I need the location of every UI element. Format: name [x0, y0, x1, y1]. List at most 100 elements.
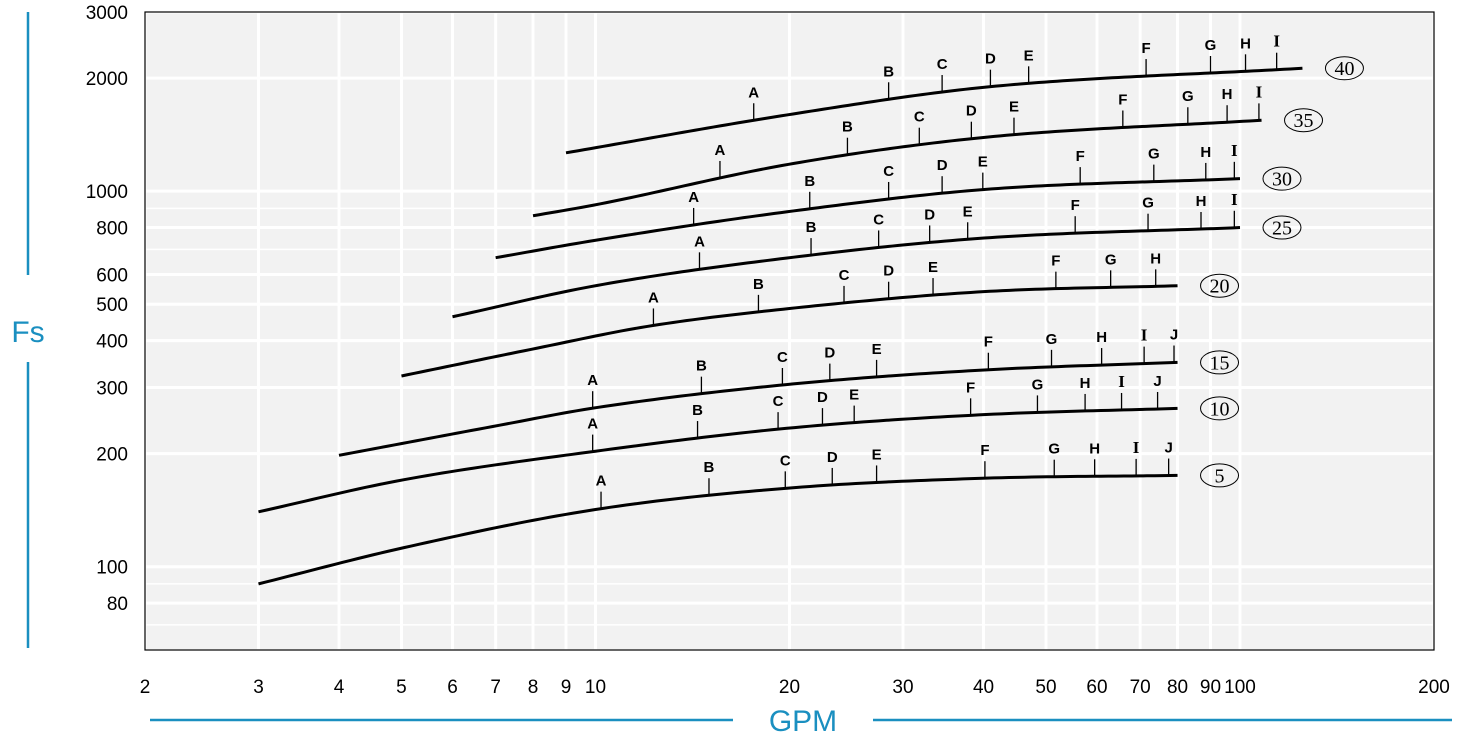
series-25-marker-label: A: [694, 233, 705, 250]
series-25-marker-label: E: [963, 203, 973, 220]
y-tick-label: 600: [96, 265, 128, 286]
series-label-circle: [1200, 396, 1240, 421]
series-5-marker-label: B: [704, 459, 715, 476]
series-curve-20: [401, 284, 1178, 378]
series-label-10: 10: [1210, 398, 1230, 420]
series-40-marker-label: I: [1273, 32, 1280, 51]
series-20-marker-label: G: [1105, 251, 1117, 268]
series-15-marker-label: C: [777, 349, 788, 366]
x-tick-labels: 2 3 4 5 6 7 8 9 10 20 30 40 50 60 70 80 90 100 200: [140, 677, 1450, 698]
series-30-marker-label: I: [1231, 141, 1238, 160]
series-label-35: 35: [1294, 110, 1314, 132]
x-tick-label: 10: [585, 677, 606, 698]
series-40-marker-label: F: [1142, 40, 1151, 57]
series-35-marker-label: G: [1182, 88, 1194, 105]
series-30-marker-label: G: [1148, 146, 1160, 163]
series-25-marker-label: B: [806, 219, 817, 236]
series-label-20: 20: [1210, 276, 1230, 298]
x-tick-label: 90: [1200, 677, 1221, 698]
series-curve-40: [565, 66, 1303, 155]
series-30-marker-label: B: [804, 173, 815, 190]
plot-frame: [144, 11, 1435, 651]
series-curves: [258, 66, 1303, 586]
x-tick-label: 200: [1418, 677, 1450, 698]
series-curve-30: [495, 177, 1241, 260]
series-30-marker-label: H: [1200, 144, 1211, 161]
series-35-marker-label: F: [1118, 92, 1127, 109]
series-label-25: 25: [1272, 218, 1292, 240]
series-5-marker-label: G: [1048, 441, 1060, 458]
series-35-marker-label: C: [914, 109, 925, 126]
series-curve-35: [532, 118, 1262, 218]
series-10-marker-label: F: [966, 379, 975, 396]
series-15-marker-label: J: [1170, 327, 1178, 344]
series-label-circle: [1262, 215, 1302, 240]
series-30-marker-label: D: [937, 157, 948, 174]
series-20-marker-label: C: [839, 267, 850, 284]
series-15-marker-label: F: [984, 334, 993, 351]
y-tick-label: 80: [107, 594, 128, 615]
series-10-marker-label: D: [817, 389, 828, 406]
series-25-marker-label: H: [1196, 193, 1207, 210]
series-markers: A B C D E F G H I J A B C D E F G H I J A B C D E F G H I J A B C D E F G H A B…: [587, 32, 1280, 509]
series-curve-15: [338, 360, 1178, 457]
series-10-marker-label: H: [1080, 375, 1091, 392]
series-labels: 5 10 15 20 25 30 35 40: [1200, 56, 1364, 488]
series-25-marker-label: F: [1071, 197, 1080, 214]
x-tick-label: 7: [490, 677, 501, 698]
series-label-15: 15: [1210, 352, 1230, 374]
series-20-marker-label: A: [648, 289, 659, 306]
y-tick-label: 2000: [86, 69, 128, 90]
x-tick-label: 100: [1224, 677, 1256, 698]
y-tick-label: 300: [96, 379, 128, 400]
series-curve-25: [452, 226, 1241, 319]
x-tick-label: 2: [140, 677, 151, 698]
series-label-40: 40: [1334, 58, 1354, 80]
series-20-marker-label: E: [928, 259, 938, 276]
x-tick-label: 60: [1086, 677, 1107, 698]
series-40-marker-label: D: [985, 51, 996, 68]
series-30-marker-label: E: [978, 154, 988, 171]
x-tick-label: 20: [779, 677, 800, 698]
series-5-marker-label: A: [596, 473, 607, 490]
series-15-marker-label: I: [1141, 326, 1148, 345]
series-10-marker-label: G: [1032, 376, 1044, 393]
series-25-marker-label: C: [873, 211, 884, 228]
series-5-marker-label: J: [1164, 440, 1172, 457]
y-tick-label: 800: [96, 219, 128, 240]
series-20-marker-label: F: [1051, 253, 1060, 270]
series-30-marker-label: C: [883, 163, 894, 180]
x-tick-label: 9: [561, 677, 572, 698]
series-10-marker-label: A: [587, 416, 598, 433]
series-40-marker-label: H: [1240, 35, 1251, 52]
series-35-marker-label: B: [842, 119, 853, 136]
series-label-circle: [1262, 166, 1302, 191]
x-tick-label: 6: [447, 677, 458, 698]
series-label-circle: [1200, 463, 1240, 488]
series-5-marker-label: F: [980, 442, 989, 459]
series-15-marker-label: H: [1096, 329, 1107, 346]
series-5-marker-label: C: [780, 452, 791, 469]
x-tick-label: 50: [1035, 677, 1056, 698]
series-25-marker-label: I: [1231, 190, 1238, 209]
series-40-marker-label: C: [937, 56, 948, 73]
series-5-marker-label: E: [872, 446, 882, 463]
series-5-marker-label: I: [1133, 438, 1140, 457]
series-15-marker-label: B: [696, 358, 707, 375]
series-40-marker-label: E: [1024, 47, 1034, 64]
series-35-marker-label: I: [1256, 82, 1263, 101]
series-curve-5: [258, 473, 1178, 586]
series-5-marker-label: D: [827, 449, 838, 466]
y-tick-label: 400: [96, 332, 128, 353]
series-15-marker-label: A: [587, 372, 598, 389]
y-tick-label: 1000: [86, 182, 128, 203]
series-label-5: 5: [1215, 465, 1225, 487]
series-5-marker-label: H: [1089, 440, 1100, 457]
series-30-marker-label: A: [688, 189, 699, 206]
series-label-circle: [1200, 273, 1240, 298]
series-10-marker-label: I: [1118, 372, 1125, 391]
y-axis-title: Fs: [11, 316, 44, 349]
series-40-marker-label: A: [748, 84, 759, 101]
series-40-marker-label: G: [1205, 37, 1217, 54]
